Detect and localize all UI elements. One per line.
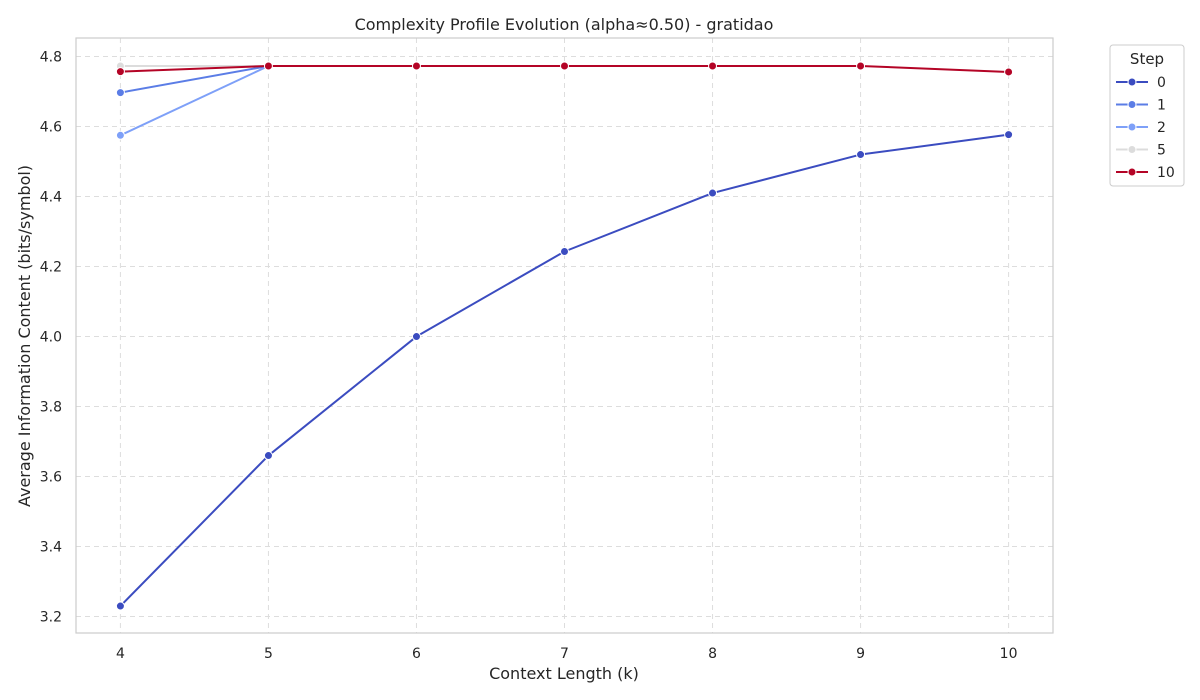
legend-swatch-marker bbox=[1127, 145, 1137, 154]
x-tick-label: 10 bbox=[1000, 646, 1018, 662]
legend-items: 0 1 2 5 10 bbox=[1116, 75, 1175, 181]
series-10 bbox=[115, 61, 1014, 77]
y-tick-label: 3.2 bbox=[40, 610, 62, 626]
series-line bbox=[119, 65, 269, 137]
data-point bbox=[560, 61, 569, 71]
legend-swatch-marker bbox=[1127, 122, 1137, 132]
grid bbox=[76, 38, 1053, 633]
legend-item: 1 bbox=[1116, 98, 1166, 114]
data-point bbox=[115, 601, 125, 611]
x-tick-label: 9 bbox=[856, 646, 865, 662]
legend-label: 1 bbox=[1157, 98, 1166, 114]
y-tick-label: 3.8 bbox=[40, 400, 62, 416]
plot-frame bbox=[75, 37, 1054, 634]
legend-label: 2 bbox=[1157, 120, 1166, 136]
legend-title: Step bbox=[1130, 50, 1164, 68]
data-point bbox=[1004, 67, 1014, 77]
y-tick-label: 4.4 bbox=[40, 190, 62, 206]
y-tick-label: 4.2 bbox=[40, 260, 62, 276]
x-tick-label: 8 bbox=[708, 646, 717, 662]
legend-item: 0 bbox=[1116, 75, 1166, 91]
y-axis-label: Average Information Content (bits/symbol… bbox=[15, 165, 34, 507]
series-group bbox=[115, 61, 1014, 611]
y-tick-label: 4.6 bbox=[40, 120, 62, 136]
legend-swatch-marker bbox=[1127, 77, 1137, 87]
legend-item: 2 bbox=[1116, 120, 1166, 136]
y-tick-label: 4.0 bbox=[40, 330, 62, 346]
y-tick-label: 3.6 bbox=[40, 470, 62, 486]
legend-item: 5 bbox=[1116, 143, 1166, 159]
data-point bbox=[856, 150, 866, 160]
y-tick-label: 3.4 bbox=[40, 540, 62, 556]
chart-title: Complexity Profile Evolution (alpha≈0.50… bbox=[355, 15, 774, 34]
legend-label: 0 bbox=[1157, 75, 1166, 91]
legend-label: 5 bbox=[1157, 143, 1166, 159]
data-point bbox=[1004, 130, 1014, 140]
data-point bbox=[115, 88, 125, 98]
data-point bbox=[263, 61, 273, 71]
data-point bbox=[115, 67, 125, 77]
data-point bbox=[708, 188, 718, 198]
data-point bbox=[115, 130, 125, 140]
data-point bbox=[560, 247, 569, 256]
data-point bbox=[856, 61, 866, 71]
legend-swatch-marker bbox=[1127, 100, 1137, 109]
data-point bbox=[411, 332, 421, 342]
axes: 4 5 6 7 8 9 10 3.2 3.4 3.6 3.8 4.0 4.2 4.4 4.6 4.8 bbox=[40, 37, 1054, 662]
data-point bbox=[708, 61, 718, 71]
x-axis-label: Context Length (k) bbox=[489, 664, 639, 683]
data-point bbox=[263, 451, 273, 461]
legend-item: 10 bbox=[1116, 165, 1175, 181]
x-tick-label: 5 bbox=[264, 646, 273, 662]
legend-swatch-marker bbox=[1127, 167, 1137, 177]
x-tick-label: 7 bbox=[560, 646, 569, 662]
series-line bbox=[120, 65, 269, 94]
data-point bbox=[411, 61, 421, 71]
legend: Step 0 1 2 5 10 bbox=[1109, 44, 1185, 187]
y-tick-label: 4.8 bbox=[40, 50, 62, 66]
series-2 bbox=[115, 61, 273, 140]
series-0 bbox=[115, 130, 1014, 611]
x-tick-label: 6 bbox=[412, 646, 421, 662]
x-tick-label: 4 bbox=[116, 646, 125, 662]
legend-label: 10 bbox=[1157, 165, 1175, 181]
